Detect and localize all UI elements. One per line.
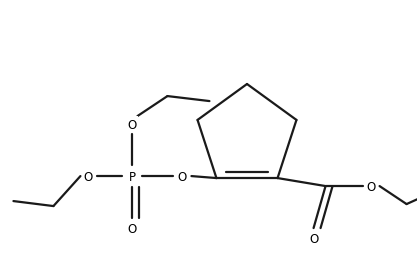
Text: O: O [366, 180, 375, 193]
Text: O: O [128, 222, 137, 235]
Text: P: P [129, 170, 136, 183]
Text: O: O [128, 118, 137, 131]
Text: O: O [84, 170, 93, 183]
Text: O: O [178, 170, 187, 183]
Text: O: O [309, 232, 318, 245]
